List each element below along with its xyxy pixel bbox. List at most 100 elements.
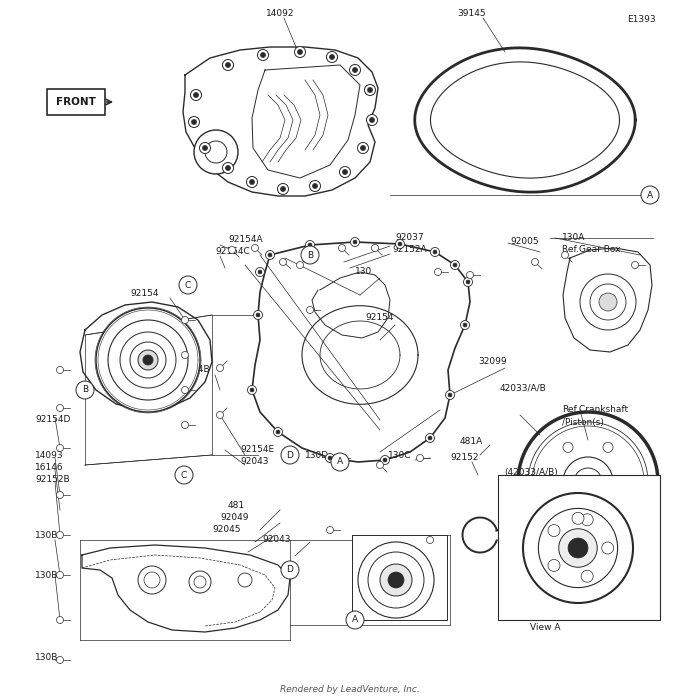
Circle shape xyxy=(57,617,64,624)
Text: 92045: 92045 xyxy=(212,526,241,535)
Circle shape xyxy=(548,559,560,571)
Circle shape xyxy=(192,120,197,125)
Circle shape xyxy=(370,118,374,122)
Bar xyxy=(352,535,447,620)
Circle shape xyxy=(281,446,299,464)
Text: E1393: E1393 xyxy=(627,15,656,24)
Circle shape xyxy=(216,412,223,419)
Circle shape xyxy=(246,176,258,188)
Circle shape xyxy=(572,512,584,524)
Circle shape xyxy=(181,386,188,393)
Bar xyxy=(498,475,660,620)
Circle shape xyxy=(181,316,188,323)
Text: 16146: 16146 xyxy=(35,463,64,472)
Text: 92152B: 92152B xyxy=(35,475,69,484)
Circle shape xyxy=(430,248,440,256)
Circle shape xyxy=(305,241,314,249)
Circle shape xyxy=(581,570,593,582)
Text: 130C: 130C xyxy=(388,451,412,459)
Circle shape xyxy=(451,260,459,270)
Circle shape xyxy=(340,167,351,178)
Text: 92154: 92154 xyxy=(365,314,393,323)
Circle shape xyxy=(57,405,64,412)
Text: 92152B: 92152B xyxy=(125,340,160,349)
Circle shape xyxy=(433,250,437,254)
Circle shape xyxy=(260,52,265,57)
Text: 130D: 130D xyxy=(305,451,329,459)
Circle shape xyxy=(309,181,321,192)
Text: 130: 130 xyxy=(355,267,372,276)
Text: 39145: 39145 xyxy=(458,10,486,18)
Circle shape xyxy=(581,514,593,526)
Text: Rendered by LeadVenture, Inc.: Rendered by LeadVenture, Inc. xyxy=(280,685,420,694)
Circle shape xyxy=(603,512,613,522)
Circle shape xyxy=(531,258,538,265)
Circle shape xyxy=(353,240,357,244)
Circle shape xyxy=(216,365,223,372)
Text: 481: 481 xyxy=(228,500,245,510)
Circle shape xyxy=(238,573,252,587)
Circle shape xyxy=(623,477,633,487)
Circle shape xyxy=(256,313,260,317)
Circle shape xyxy=(193,92,199,97)
Circle shape xyxy=(258,50,269,60)
Circle shape xyxy=(279,258,286,265)
Circle shape xyxy=(330,55,335,60)
Circle shape xyxy=(326,52,337,62)
Circle shape xyxy=(580,274,636,330)
Circle shape xyxy=(388,572,404,588)
Circle shape xyxy=(225,62,230,67)
Circle shape xyxy=(57,444,64,452)
Circle shape xyxy=(251,244,258,251)
Circle shape xyxy=(57,531,64,538)
Text: A: A xyxy=(352,615,358,624)
Circle shape xyxy=(297,262,304,269)
Circle shape xyxy=(277,183,288,195)
Text: 92154E: 92154E xyxy=(240,445,274,454)
Text: A: A xyxy=(337,458,343,466)
Circle shape xyxy=(181,351,188,358)
Circle shape xyxy=(175,466,193,484)
Circle shape xyxy=(381,456,389,465)
Circle shape xyxy=(188,116,199,127)
Circle shape xyxy=(179,276,197,294)
Circle shape xyxy=(301,246,319,264)
Text: 92049: 92049 xyxy=(220,514,248,522)
Text: D: D xyxy=(286,451,293,459)
Circle shape xyxy=(225,165,230,171)
Circle shape xyxy=(563,457,613,507)
Text: 92154B: 92154B xyxy=(175,365,209,375)
Text: MARK: MARK xyxy=(532,608,558,617)
Text: 481A: 481A xyxy=(460,438,483,447)
Circle shape xyxy=(372,244,379,251)
Circle shape xyxy=(223,162,234,174)
Circle shape xyxy=(57,491,64,498)
Text: 92154: 92154 xyxy=(130,288,158,298)
Text: B: B xyxy=(307,251,313,260)
Circle shape xyxy=(138,350,158,370)
Circle shape xyxy=(249,179,255,185)
Text: A: A xyxy=(647,190,653,199)
Circle shape xyxy=(281,186,286,192)
Circle shape xyxy=(426,433,435,442)
Text: 130B: 130B xyxy=(35,531,58,540)
Circle shape xyxy=(228,246,235,253)
Circle shape xyxy=(435,269,442,276)
Circle shape xyxy=(326,526,333,533)
Text: FRONT: FRONT xyxy=(56,97,96,107)
Text: /Piston(s): /Piston(s) xyxy=(562,417,604,426)
Circle shape xyxy=(312,183,318,188)
Circle shape xyxy=(543,477,553,487)
Text: 130A: 130A xyxy=(562,234,585,242)
Text: 92005: 92005 xyxy=(510,237,538,246)
Text: (42033/A/B): (42033/A/B) xyxy=(504,468,558,477)
Circle shape xyxy=(445,391,454,400)
Circle shape xyxy=(248,386,256,395)
Text: 92154D: 92154D xyxy=(35,416,71,424)
Circle shape xyxy=(298,50,302,55)
Circle shape xyxy=(599,293,617,311)
Text: D: D xyxy=(286,566,293,575)
Circle shape xyxy=(339,244,346,251)
Text: 92043: 92043 xyxy=(240,458,269,466)
Circle shape xyxy=(416,454,424,461)
